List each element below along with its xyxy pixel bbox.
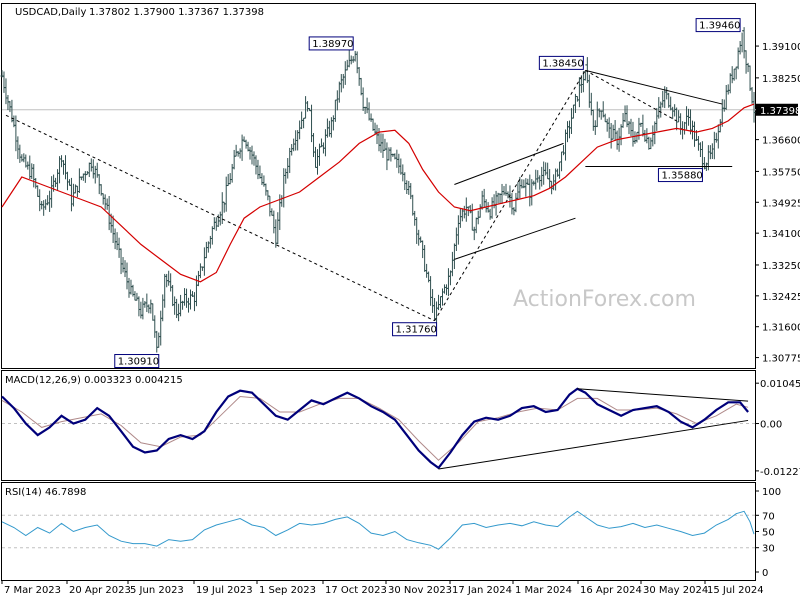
price-annotation: 1.38970 bbox=[308, 36, 354, 51]
rsi-panel: RSI(14) 46.7898 100 70 50 30 0 bbox=[1, 482, 781, 581]
price-tick-label: 1.38250 bbox=[762, 74, 800, 85]
x-axis: 7 Mar 2023 20 Apr 2023 5 Jun 2023 19 Jul 20… bbox=[1, 580, 764, 596]
date-tick-label: 30 Nov 2023 bbox=[388, 585, 452, 596]
date-tick-label: 5 Jun 2023 bbox=[130, 585, 184, 596]
annotation-label: 1.39460 bbox=[699, 21, 740, 32]
date-tick-label: 17 Jan 2024 bbox=[452, 585, 512, 596]
price-annotation: 1.31760 bbox=[392, 322, 438, 337]
macd-title: MACD(12,26,9) 0.003323 0.004215 bbox=[5, 375, 183, 386]
date-tick-label: 7 Mar 2023 bbox=[4, 585, 61, 596]
date-tick-label: 1 Mar 2024 bbox=[515, 585, 572, 596]
annotation-label: 1.30910 bbox=[118, 357, 159, 368]
date-tick-label: 17 Oct 2023 bbox=[325, 585, 387, 596]
macd-panel: MACD(12,26,9) 0.003323 0.004215 0.010457 0… bbox=[1, 370, 800, 481]
date-tick-label: 19 Jul 2023 bbox=[196, 585, 253, 596]
watermark: ActionForex.com bbox=[513, 287, 696, 312]
date-tick-label: 30 May 2024 bbox=[643, 585, 708, 596]
trend-line bbox=[585, 69, 723, 105]
price-annotation: 1.30910 bbox=[114, 354, 160, 369]
macd-panel-frame bbox=[1, 370, 756, 481]
price-tick-label: 1.39100 bbox=[762, 42, 800, 53]
macd-tick-label: 0.010457 bbox=[760, 379, 800, 390]
price-tick-label: 1.34100 bbox=[762, 229, 800, 240]
price-annotation: 1.38450 bbox=[538, 55, 584, 70]
annotation-box bbox=[695, 18, 741, 33]
annotation-label: 1.31760 bbox=[396, 325, 437, 336]
macd-trend-line bbox=[577, 388, 749, 402]
price-tick-label: 1.36600 bbox=[762, 136, 800, 147]
trend-line bbox=[585, 69, 677, 122]
rsi-tick-label: 30 bbox=[762, 544, 775, 555]
price-tick-label: 1.31600 bbox=[762, 323, 800, 334]
symbol-title: USDCAD,Daily bbox=[15, 7, 86, 18]
rsi-tick-label: 100 bbox=[762, 487, 781, 498]
ohlc-bars bbox=[0, 27, 756, 353]
annotation-box bbox=[308, 36, 354, 51]
date-tick-label: 16 Apr 2024 bbox=[580, 585, 642, 596]
price-tick-label: 1.30775 bbox=[762, 354, 800, 365]
trend-line bbox=[5, 114, 435, 322]
price-panel: 1.38970 1.38450 1.39460 1.30910 1.31760 1.358… bbox=[0, 3, 800, 369]
price-tick-label: 1.35750 bbox=[762, 167, 800, 178]
current-price-tag bbox=[756, 103, 798, 116]
price-tick-label: 1.34925 bbox=[762, 198, 800, 209]
ohlc-readout: 1.37802 1.37900 1.37367 1.37398 bbox=[89, 7, 264, 18]
trend-line bbox=[434, 70, 586, 321]
moving-average-line bbox=[1, 103, 755, 283]
rsi-tick-label: 0 bbox=[762, 568, 768, 579]
macd-tick-label: -0.012276 bbox=[760, 467, 800, 478]
rsi-tick-label: 50 bbox=[762, 528, 775, 539]
macd-signal-line bbox=[1, 395, 749, 461]
date-tick-label: 1 Sep 2023 bbox=[259, 585, 316, 596]
rsi-panel-frame bbox=[1, 482, 756, 581]
rsi-title: RSI(14) 46.7898 bbox=[5, 487, 86, 498]
annotation-box bbox=[538, 55, 584, 70]
macd-tick-label: 0.00 bbox=[760, 420, 782, 431]
price-tick-label: 1.32425 bbox=[762, 292, 800, 303]
date-tick-label: 20 Apr 2023 bbox=[69, 585, 131, 596]
rsi-line bbox=[1, 510, 755, 550]
annotation-box bbox=[114, 354, 160, 369]
annotation-label: 1.38970 bbox=[312, 39, 353, 50]
annotation-label: 1.38450 bbox=[542, 58, 583, 69]
price-annotation: 1.39460 bbox=[695, 18, 741, 33]
trend-line bbox=[454, 142, 564, 185]
price-panel-frame bbox=[1, 3, 756, 369]
rsi-tick-label: 70 bbox=[762, 511, 775, 522]
price-tick-label: 1.37398 bbox=[760, 106, 800, 117]
annotation-box bbox=[657, 168, 703, 183]
price-tick-label: 1.33250 bbox=[762, 261, 800, 272]
macd-trend-line bbox=[438, 419, 749, 470]
annotation-box bbox=[392, 322, 438, 337]
trend-line bbox=[454, 217, 576, 260]
date-tick-label: 15 Jul 2024 bbox=[707, 585, 764, 596]
price-annotation: 1.35880 bbox=[657, 168, 703, 183]
macd-line bbox=[1, 387, 749, 470]
annotation-label: 1.35880 bbox=[661, 171, 702, 182]
